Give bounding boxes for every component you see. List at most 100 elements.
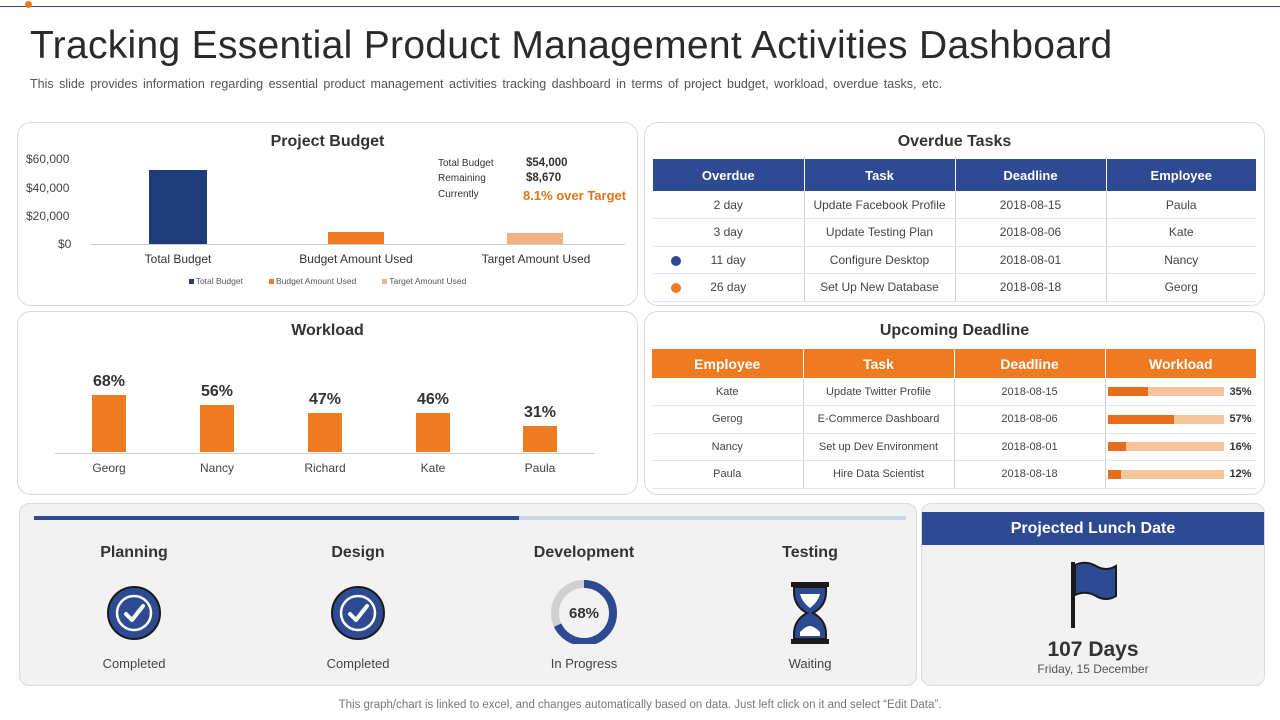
upcoming-deadline-title: Upcoming Deadline [879, 322, 1030, 339]
task-cell: Set Up New Database [804, 273, 956, 302]
deadline-cell: 2018-08-01 [954, 433, 1106, 461]
table-header-row: Overdue Task Deadline Employee [653, 159, 1256, 191]
development-percent: 68% [569, 605, 599, 622]
page-title: Tracking Essential Product Management Ac… [30, 24, 1113, 67]
overdue-cell: 3 day [653, 218, 805, 247]
project-budget-card[interactable]: Project Budget $60,000 $40,000 $20,000 $… [17, 122, 638, 306]
task-cell: Update Facebook Profile [804, 191, 956, 219]
deadline-cell: 2018-08-18 [954, 460, 1106, 489]
deadline-cell: 2018-08-06 [954, 405, 1106, 434]
hourglass-icon [782, 574, 838, 644]
launch-title: Projected Lunch Date [922, 512, 1264, 545]
phase-name: Development [533, 544, 635, 561]
column-header[interactable]: Task [803, 349, 955, 378]
phase-progress-fill [34, 516, 519, 520]
phase-design[interactable]: Design Completed [268, 544, 448, 671]
workload-bar[interactable] [92, 395, 126, 452]
budget-bar[interactable] [328, 232, 384, 244]
workload-progress-fill [1107, 442, 1127, 452]
phase-name: Planning [100, 544, 168, 561]
budget-legend: Total Budget Budget Amount Used Target A… [18, 276, 637, 286]
phase-status: Completed [326, 656, 390, 671]
phase-development[interactable]: Development 68% In Progress [494, 544, 674, 671]
column-header[interactable]: Overdue [653, 159, 805, 191]
employee-cell: Paula [1106, 191, 1256, 219]
task-cell: Hire Data Scientist [803, 460, 955, 489]
overdue-tasks-card[interactable]: Overdue Tasks Overdue Task Deadline Empl… [644, 122, 1265, 306]
ytick-label: $40,000 [26, 181, 70, 195]
phase-testing[interactable]: Testing Waiting [720, 544, 900, 671]
table-row[interactable]: Gerog E-Commerce Dashboard 2018-08-06 57% [652, 405, 1256, 434]
phase-planning[interactable]: Planning Completed [44, 544, 224, 671]
project-phases-card[interactable]: Planning Completed Design Completed Deve… [19, 503, 917, 686]
task-cell: E-Commerce Dashboard [803, 405, 955, 434]
phase-name: Design [331, 544, 385, 561]
table-row[interactable]: 2 day Update Facebook Profile 2018-08-15 Pa… [653, 191, 1256, 219]
workload-percent: 47% [308, 391, 342, 408]
upcoming-deadline-card[interactable]: Upcoming Deadline Employee Task Deadline… [644, 311, 1265, 495]
workload-name: Nancy [199, 461, 234, 475]
table-row[interactable]: 11 day Configure Desktop 2018-08-01 Nancy [653, 246, 1256, 274]
workload-title: Workload [291, 322, 364, 339]
table-header-row: Employee Task Deadline Workload [652, 349, 1256, 378]
workload-bar[interactable] [416, 413, 450, 452]
table-row[interactable]: 3 day Update Testing Plan 2018-08-06 Kate [653, 218, 1256, 247]
phase-name: Testing [782, 544, 838, 561]
employee-cell: Nancy [1106, 246, 1256, 274]
column-header[interactable]: Deadline [954, 349, 1106, 378]
legend-item: Target Amount Used [382, 276, 466, 286]
column-header[interactable]: Deadline [955, 159, 1107, 191]
deadline-cell: 2018-08-01 [955, 246, 1107, 274]
progress-ring-icon: 68% [551, 574, 617, 646]
projected-launch-card[interactable]: Projected Lunch Date 107 Days Friday, 15… [921, 503, 1265, 686]
budget-bar[interactable] [507, 233, 563, 244]
launch-days: 107 Days [1047, 638, 1139, 661]
workload-progress-fill [1107, 469, 1122, 479]
column-header[interactable]: Employee [652, 349, 804, 378]
table-row[interactable]: Kate Update Twitter Profile 2018-08-15 35% [652, 378, 1256, 406]
launch-date: Friday, 15 December [1037, 662, 1149, 676]
project-budget-title: Project Budget [270, 133, 385, 150]
workload-name: Richard [304, 461, 346, 475]
status-dot-icon [671, 255, 681, 266]
workload-name: Georg [92, 461, 126, 475]
workload-card[interactable]: Workload 68% Georg 56% Nancy 47% Richard 46% Ka… [17, 311, 638, 495]
task-cell: Configure Desktop [804, 246, 956, 274]
workload-value: 12% [1229, 468, 1252, 481]
overdue-cell: 11 day [653, 246, 805, 274]
column-header[interactable]: Task [804, 159, 956, 191]
workload-bar[interactable] [308, 413, 342, 452]
column-header[interactable]: Workload [1105, 349, 1256, 378]
workload-progress-fill [1107, 414, 1174, 424]
workload-cell: 12% [1105, 460, 1256, 489]
phase-status: Waiting [788, 656, 832, 671]
phase-progress-track [34, 516, 906, 520]
task-cell: Update Testing Plan [804, 218, 956, 247]
ytick-label: $60,000 [26, 152, 70, 166]
workload-bar[interactable] [523, 426, 557, 452]
employee-cell: Nancy [652, 433, 804, 461]
ytick-label: $20,000 [26, 209, 70, 223]
overdue-cell: 2 day [653, 191, 805, 219]
workload-percent: 46% [416, 391, 450, 408]
employee-cell: Kate [1106, 218, 1256, 247]
top-rule [0, 6, 1280, 7]
category-label: Total Budget [144, 252, 212, 266]
workload-percent: 56% [200, 383, 234, 400]
category-label: Budget Amount Used [299, 252, 413, 266]
legend-item: Total Budget [188, 276, 243, 286]
flag-icon [1068, 560, 1120, 635]
workload-percent: 31% [523, 404, 557, 421]
phase-status: Completed [102, 656, 166, 671]
workload-value: 16% [1229, 440, 1252, 453]
table-row[interactable]: Nancy Set up Dev Environment 2018-08-01 16% [652, 433, 1256, 461]
overdue-table: Overdue Task Deadline Employee 2 day Upda… [653, 159, 1256, 302]
table-row[interactable]: Paula Hire Data Scientist 2018-08-18 12% [652, 460, 1256, 489]
phase-status: In Progress [550, 656, 618, 671]
table-row[interactable]: 26 day Set Up New Database 2018-08-18 Georg [653, 273, 1256, 302]
over-target-value: 8.1% over Target [523, 188, 627, 203]
budget-bar[interactable] [149, 170, 207, 244]
overdue-tasks-title: Overdue Tasks [897, 133, 1012, 150]
workload-bar[interactable] [200, 405, 234, 452]
column-header[interactable]: Employee [1106, 159, 1256, 191]
